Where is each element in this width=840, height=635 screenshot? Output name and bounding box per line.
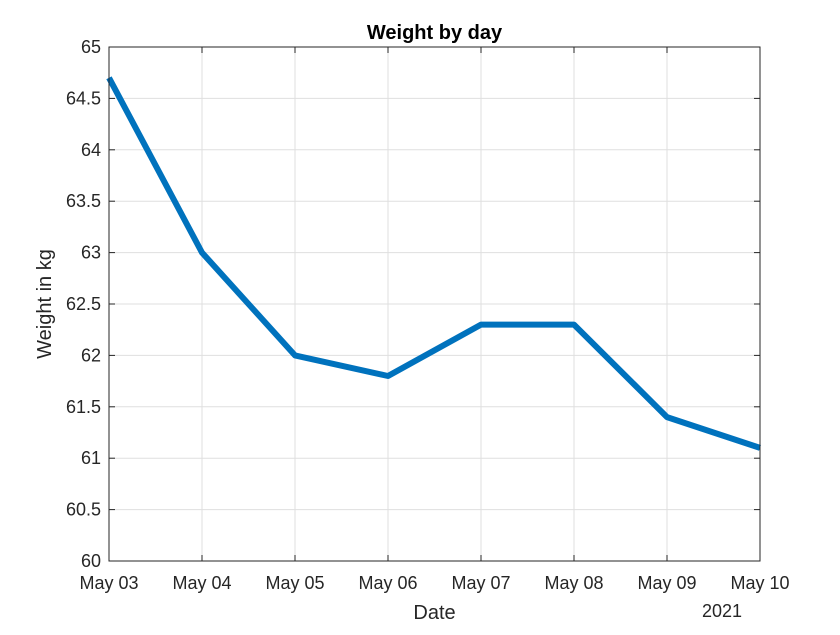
- y-tick-label: 61.5: [66, 397, 101, 417]
- x-tick-label: May 09: [637, 573, 696, 593]
- y-tick-label: 64.5: [66, 88, 101, 108]
- series-line: [106, 76, 761, 451]
- y-tick-label: 62: [81, 345, 101, 365]
- series-layer: [106, 76, 761, 451]
- y-axis-ticks: 60 60.5 61 61.5 62 62.5 63 63.5 64 64.5 65: [66, 37, 760, 571]
- y-tick-label: 65: [81, 37, 101, 57]
- y-axis-label: Weight in kg: [34, 249, 56, 359]
- y-tick-label: 62.5: [66, 294, 101, 314]
- x-axis-ticks: May 03 May 04 May 05 May 06 May 07 May 08 May …: [79, 47, 790, 593]
- y-tick-label: 60: [81, 551, 101, 571]
- y-tick-label: 63.5: [66, 191, 101, 211]
- x-tick-label: May 08: [544, 573, 603, 593]
- y-tick-label: 64: [81, 140, 101, 160]
- y-tick-label: 61: [81, 448, 101, 468]
- x-axis-label: Date: [413, 602, 455, 624]
- x-tick-label: May 06: [358, 573, 417, 593]
- chart-title: Weight by day: [367, 22, 503, 44]
- x-axis-year-label: 2021: [702, 601, 742, 621]
- y-tick-label: 63: [81, 243, 101, 263]
- x-tick-label: May 04: [172, 573, 231, 593]
- x-tick-label: May 05: [265, 573, 324, 593]
- x-tick-label: May 10: [730, 573, 789, 593]
- x-tick-label: May 07: [451, 573, 510, 593]
- y-tick-label: 60.5: [66, 500, 101, 520]
- grid-lines: [108, 46, 761, 562]
- x-tick-label: May 03: [79, 573, 138, 593]
